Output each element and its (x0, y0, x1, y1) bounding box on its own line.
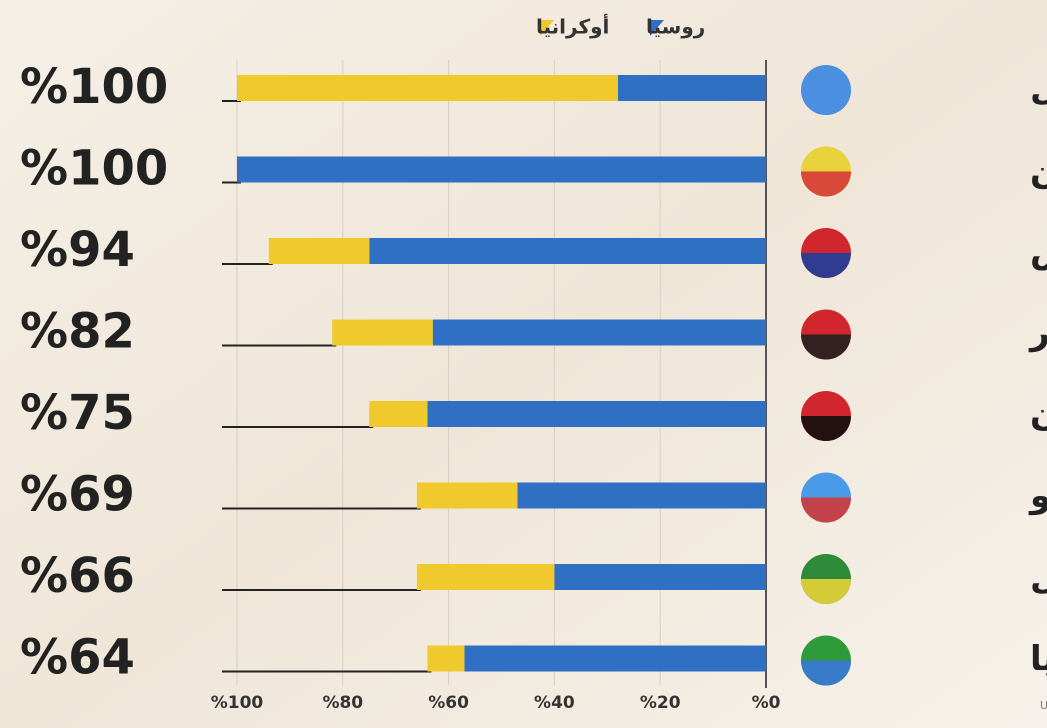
bar-segment (464, 645, 766, 672)
total-label: %100 (20, 141, 168, 197)
legend-swatch (650, 20, 664, 36)
bar-segment (416, 564, 555, 590)
legend-label: روسيا (646, 15, 705, 39)
total-label: %69 (20, 467, 135, 523)
bar-segment (369, 238, 766, 264)
bar-segment (268, 238, 370, 264)
flag-part (801, 660, 851, 686)
total-label: %82 (20, 304, 135, 360)
x-tick-label: %0 (752, 693, 781, 713)
flag-part (801, 497, 851, 523)
source: المصدر: UN Comtrade database (1040, 699, 1047, 712)
flag-part (801, 579, 851, 604)
country-label: تنزانيا (1030, 639, 1047, 679)
bar-segment (237, 156, 766, 183)
bar-segment (427, 645, 465, 672)
bar-segment (554, 564, 766, 590)
total-label: %94 (20, 222, 135, 278)
total-label: %64 (20, 630, 135, 686)
bar-segment (517, 482, 766, 509)
bar-segment (617, 75, 766, 101)
country-label: لاوس (1030, 232, 1047, 272)
bar-segment (432, 319, 766, 346)
country-label: السودان (1030, 395, 1047, 435)
country-label: بنين (1030, 150, 1047, 190)
flag-part (801, 90, 851, 115)
total-label: %75 (20, 385, 135, 441)
bar-segment (332, 319, 433, 346)
x-tick-label: %60 (428, 693, 469, 713)
country-label: السنغال (1030, 558, 1047, 598)
x-tick-label: %100 (211, 693, 264, 713)
bar-segment (369, 401, 428, 427)
legend-swatch (540, 20, 554, 36)
bar-segment (416, 482, 518, 509)
country-label: الصومال (1030, 69, 1047, 109)
flag-part (801, 416, 851, 441)
flag-part (801, 253, 851, 278)
total-label: %66 (20, 548, 135, 604)
x-tick-label: %40 (534, 693, 575, 713)
bar-segment (237, 75, 618, 101)
country-label: الكونغو (1028, 476, 1047, 516)
legend-label: أوكرانيا (536, 13, 609, 39)
country-label: مصر (1028, 313, 1047, 353)
x-tick-label: %80 (322, 693, 363, 713)
total-label: %100 (20, 59, 168, 115)
flag-part (801, 334, 851, 360)
bar-segment (427, 401, 766, 427)
x-tick-label: %20 (640, 693, 681, 713)
flag-part (801, 171, 851, 197)
